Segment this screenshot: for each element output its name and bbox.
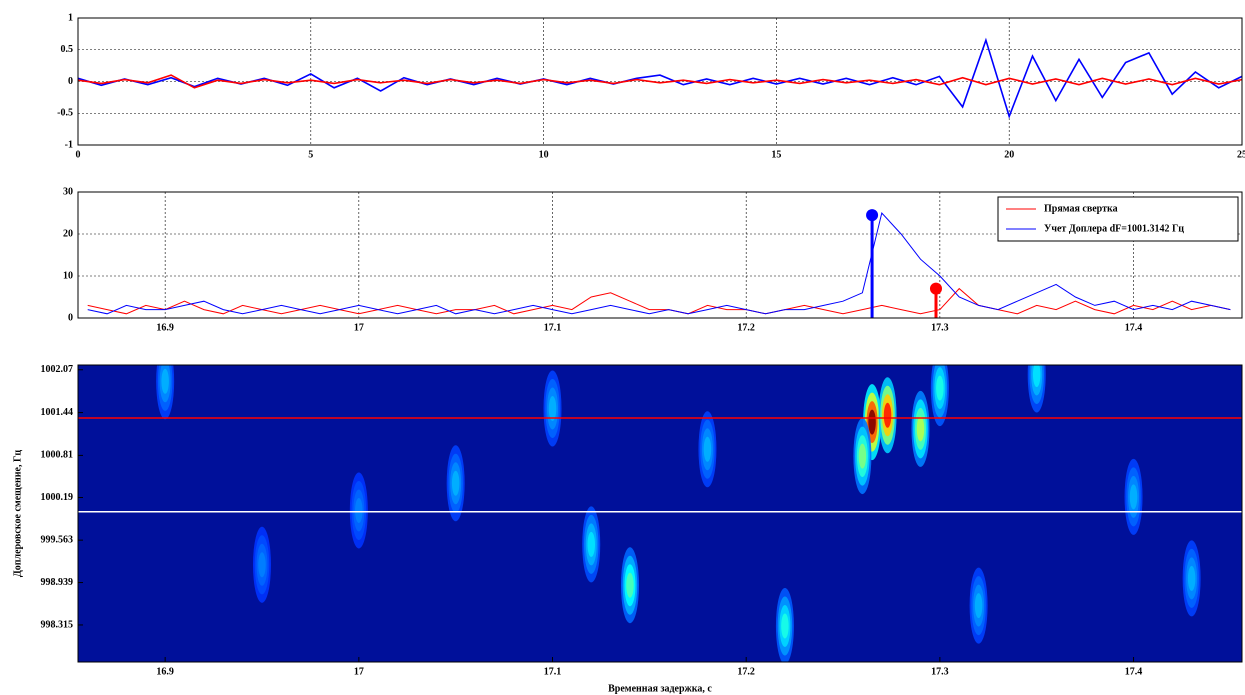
y-tick-label: 1 — [68, 12, 73, 23]
stem-marker — [929, 282, 942, 295]
x-tick-label: 17 — [354, 666, 364, 677]
x-tick-label: 17.1 — [544, 322, 562, 333]
y-tick-label: 1001.44 — [41, 407, 74, 418]
x-axis-label: Временная задержка, с — [608, 683, 712, 694]
y-axis-label: Доплеровское смещение, Гц — [12, 450, 23, 577]
y-tick-label: -0.5 — [57, 108, 73, 119]
stem — [929, 282, 942, 318]
y-tick-label: 998.939 — [41, 577, 74, 588]
heat-level — [258, 552, 266, 578]
y-tick-label: 1000.19 — [41, 492, 74, 503]
y-tick-label: 998.315 — [41, 619, 74, 630]
heat-level — [1032, 365, 1041, 388]
series-line — [87, 211, 1231, 315]
y-tick-label: 10 — [63, 270, 73, 281]
heat-spot — [878, 377, 897, 454]
heat-level — [974, 593, 983, 619]
heat-level — [451, 470, 460, 496]
heat-spot — [969, 567, 988, 644]
heat-level — [868, 409, 876, 435]
heat-spot — [911, 390, 930, 467]
series-line — [87, 287, 1231, 315]
heat-level — [548, 395, 557, 421]
x-tick-label: 17.2 — [737, 322, 755, 333]
heat-spot — [1124, 458, 1143, 535]
axes-box — [77, 17, 1243, 146]
heat-level — [703, 436, 712, 462]
legend-box — [997, 196, 1239, 242]
heat-spot — [543, 370, 562, 447]
heat-level — [936, 375, 944, 401]
y-tick-label: 0 — [68, 312, 73, 323]
heat-level — [1129, 484, 1138, 510]
heat-spot — [446, 445, 465, 522]
x-tick-label: 15 — [771, 149, 781, 160]
y-tick-label: 0.5 — [61, 44, 74, 55]
heat-spot — [582, 506, 601, 583]
y-tick-label: -1 — [65, 139, 73, 150]
x-tick-label: 17.3 — [931, 322, 949, 333]
heat-spot — [775, 587, 794, 662]
legend-label: Учет Доплера dF=1001.3142 Гц — [1044, 223, 1184, 234]
axes: 0 10 20 30 16.9 17 17.1 17.2 17.3 17.4 Прямая свер… — [63, 186, 1243, 333]
heat-spot — [853, 418, 872, 495]
heat-level — [916, 416, 925, 442]
axes-box — [77, 364, 1243, 663]
heatmap — [156, 365, 1201, 662]
series-line — [77, 74, 1243, 89]
heat-level — [1187, 565, 1196, 591]
x-tick-label: 17 — [354, 322, 364, 333]
x-tick-label: 25 — [1237, 149, 1245, 160]
heat-level — [161, 368, 169, 394]
heat-spot — [252, 526, 271, 603]
heat-spot — [349, 472, 368, 549]
heat-level — [781, 613, 789, 639]
x-tick-label: 17.1 — [544, 666, 562, 677]
heat-spot — [620, 547, 639, 624]
y-tick-label: 30 — [63, 186, 73, 197]
y-tick-label: 20 — [63, 228, 73, 239]
axes-box — [77, 191, 1243, 319]
heat-spot — [1182, 540, 1201, 617]
x-tick-label: 10 — [539, 149, 549, 160]
stem-marker — [866, 209, 879, 222]
heat-level — [883, 402, 892, 428]
heat-spot — [156, 365, 175, 420]
x-tick-label: 16.9 — [156, 666, 174, 677]
axes: -1-0.500.510 5 10 15 20 25 — [57, 12, 1245, 160]
x-tick-label: 17.2 — [737, 666, 755, 677]
x-tick-label: 5 — [308, 149, 313, 160]
y-tick-label: 1002.07 — [41, 364, 74, 375]
heatmap-background — [78, 365, 1242, 662]
heat-level — [626, 572, 634, 598]
stem — [866, 209, 879, 318]
x-tick-label: 0 — [76, 149, 81, 160]
y-tick-label: 0 — [68, 76, 73, 87]
axes: 998.315 998.939 999.563 1000.19 1000.81 1001.… — [12, 364, 1243, 694]
legend-label: Прямая свертка — [1044, 203, 1118, 214]
heat-level — [858, 443, 867, 469]
heat-spot — [1027, 365, 1046, 413]
y-tick-label: 1000.81 — [41, 450, 74, 461]
x-tick-label: 16.9 — [156, 322, 174, 333]
heat-level — [587, 531, 595, 557]
heat-spot — [930, 365, 949, 427]
heat-level — [355, 497, 363, 523]
y-tick-label: 999.563 — [41, 534, 74, 545]
x-tick-label: 17.3 — [931, 666, 949, 677]
x-tick-label: 17.4 — [1125, 666, 1143, 677]
x-tick-label: 17.4 — [1125, 322, 1143, 333]
heat-spot — [698, 411, 717, 488]
x-tick-label: 20 — [1004, 149, 1014, 160]
